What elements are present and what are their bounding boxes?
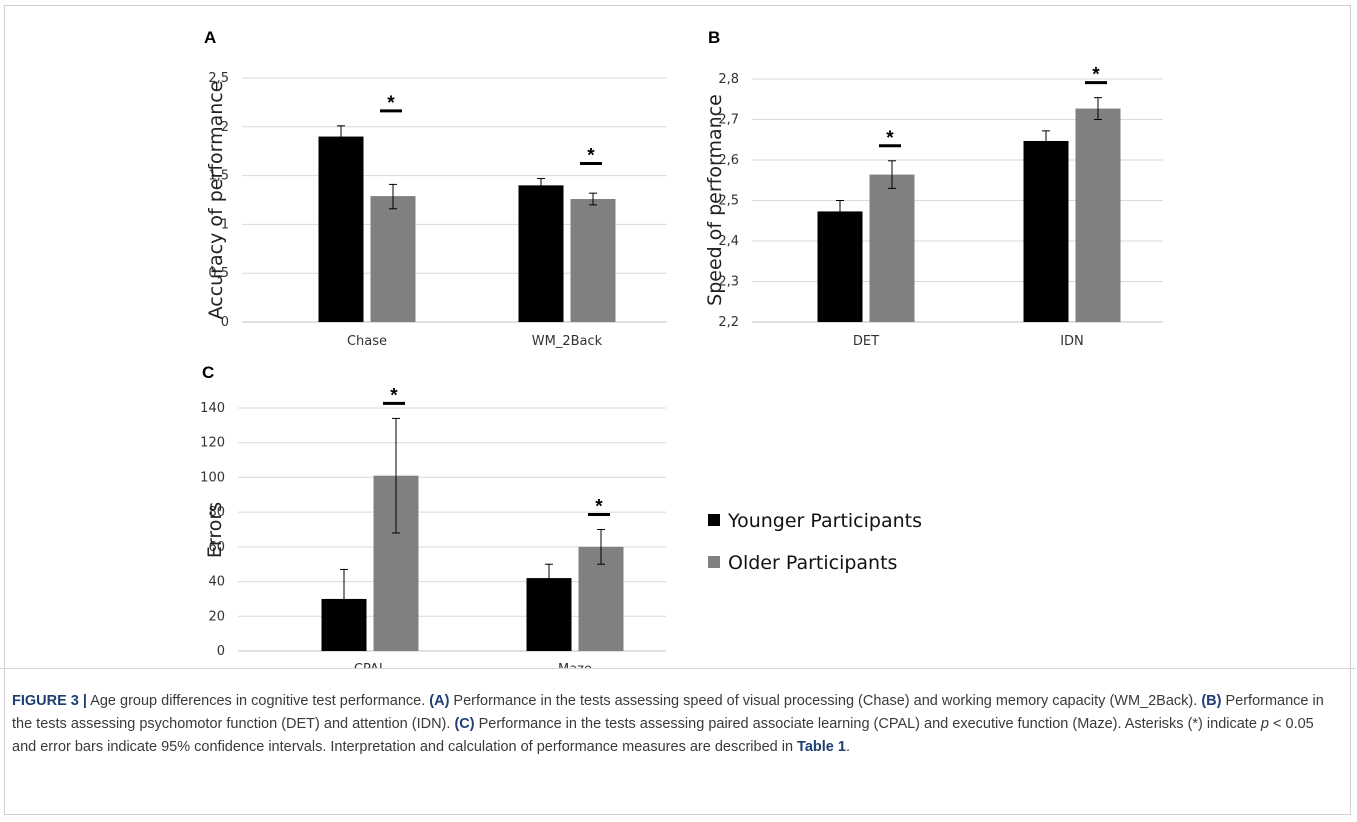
panel-c-chart: C 0 20 40 60 80 100 120 140 Errors * CPAL * Maze bbox=[200, 363, 666, 668]
legend-swatch-younger bbox=[708, 514, 720, 526]
caption-p-symbol: p bbox=[1260, 716, 1269, 732]
caption-label-a: (A) bbox=[429, 693, 450, 709]
panel-a-ytick-label: 1 bbox=[221, 217, 229, 232]
panel-a-significance-asterisk: * bbox=[587, 146, 595, 167]
panel-c-ytick-label: 80 bbox=[208, 505, 225, 520]
legend-label-younger: Younger Participants bbox=[727, 510, 922, 532]
figure-caption: FIGURE 3 | Age group differences in cogn… bbox=[12, 690, 1332, 759]
panel-c-ytick-label: 120 bbox=[200, 436, 225, 451]
panel-b-y-axis-label: Speed of performance bbox=[704, 94, 726, 306]
panel-b-category-label: DET bbox=[853, 334, 879, 349]
panel-c-category-label: CPAL bbox=[354, 662, 387, 668]
panel-b-significance-asterisk: * bbox=[886, 128, 894, 149]
panel-a-y-axis-label: Accuracy of performance bbox=[205, 81, 227, 320]
panel-b-ytick-label: 2,6 bbox=[718, 153, 739, 168]
panel-b-bar-older bbox=[1075, 108, 1121, 322]
caption-text-b: Performance in the tests assessing psych… bbox=[12, 693, 1324, 732]
panel-b-significance-asterisk: * bbox=[1092, 65, 1100, 86]
panel-b-category-label: IDN bbox=[1060, 334, 1084, 349]
caption-separator bbox=[0, 668, 1356, 817]
panel-a-ytick-label: 1,5 bbox=[208, 169, 229, 184]
panel-a-bar-older bbox=[370, 196, 416, 322]
panel-b-letter: B bbox=[708, 28, 720, 47]
panel-a-ytick-label: 2 bbox=[221, 120, 229, 135]
panel-c-significance-asterisk: * bbox=[595, 497, 603, 518]
caption-label-c: (C) bbox=[454, 716, 475, 732]
legend-label-older: Older Participants bbox=[728, 552, 897, 574]
panel-c-ytick-label: 140 bbox=[200, 401, 225, 416]
legend: Younger Participants Older Participants bbox=[708, 510, 922, 574]
panel-a-bar-older bbox=[570, 199, 616, 322]
panel-b-bar-younger bbox=[1023, 140, 1069, 322]
panel-c-ytick-label: 20 bbox=[208, 609, 225, 624]
panel-b-ytick-label: 2,4 bbox=[718, 234, 739, 249]
panel-b-ytick-label: 2,2 bbox=[718, 315, 739, 330]
panel-a-bar-younger bbox=[318, 136, 364, 322]
panel-b-ytick-label: 2,5 bbox=[718, 194, 739, 209]
panel-c-category-label: Maze bbox=[558, 662, 592, 668]
legend-swatch-older bbox=[708, 556, 720, 568]
panel-a-letter: A bbox=[204, 28, 216, 47]
caption-label-b: (B) bbox=[1201, 693, 1222, 709]
caption-figure-label: FIGURE 3 | bbox=[12, 693, 87, 709]
panel-b-ytick-label: 2,7 bbox=[718, 113, 739, 128]
panel-c-letter: C bbox=[202, 363, 214, 382]
caption-table-ref: Table 1 bbox=[797, 739, 846, 755]
panel-a-significance-asterisk: * bbox=[387, 93, 395, 114]
panel-b-chart: B 2,2 2,3 2,4 2,5 2,6 2,7 2,8 Speed of performan… bbox=[704, 28, 1163, 349]
panel-a-category-label: WM_2Back bbox=[532, 334, 603, 349]
panel-b-ytick-label: 2,3 bbox=[718, 275, 739, 290]
caption-end: . bbox=[845, 739, 850, 755]
panel-a-ytick-label: 2,5 bbox=[208, 71, 229, 86]
figure-frame bbox=[4, 5, 1351, 815]
panel-a-ytick-label: 0,5 bbox=[208, 266, 229, 281]
panel-b-bar-younger bbox=[817, 211, 863, 322]
panel-a-category-label: Chase bbox=[347, 334, 387, 349]
panel-c-ytick-label: 0 bbox=[217, 644, 225, 659]
panel-c-ytick-label: 40 bbox=[208, 575, 225, 590]
caption-text-a: Performance in the tests assessing speed… bbox=[449, 693, 1202, 709]
panel-c-ytick-label: 60 bbox=[208, 540, 225, 555]
panel-a-ytick-label: 0 bbox=[221, 315, 229, 330]
panel-a-bar-younger bbox=[518, 185, 564, 322]
caption-intro: Age group differences in cognitive test … bbox=[86, 693, 430, 709]
caption-text-c: Performance in the tests assessing paire… bbox=[474, 716, 1261, 732]
panel-c-significance-asterisk: * bbox=[390, 385, 398, 406]
caption-p-text: < 0.05 and error bars indicate 95% confi… bbox=[12, 716, 1314, 755]
panel-c-ytick-label: 100 bbox=[200, 470, 225, 485]
panel-b-ytick-label: 2,8 bbox=[718, 72, 739, 87]
panel-c-y-axis-label: Errors bbox=[204, 502, 226, 558]
panel-b-bar-older bbox=[869, 174, 915, 322]
